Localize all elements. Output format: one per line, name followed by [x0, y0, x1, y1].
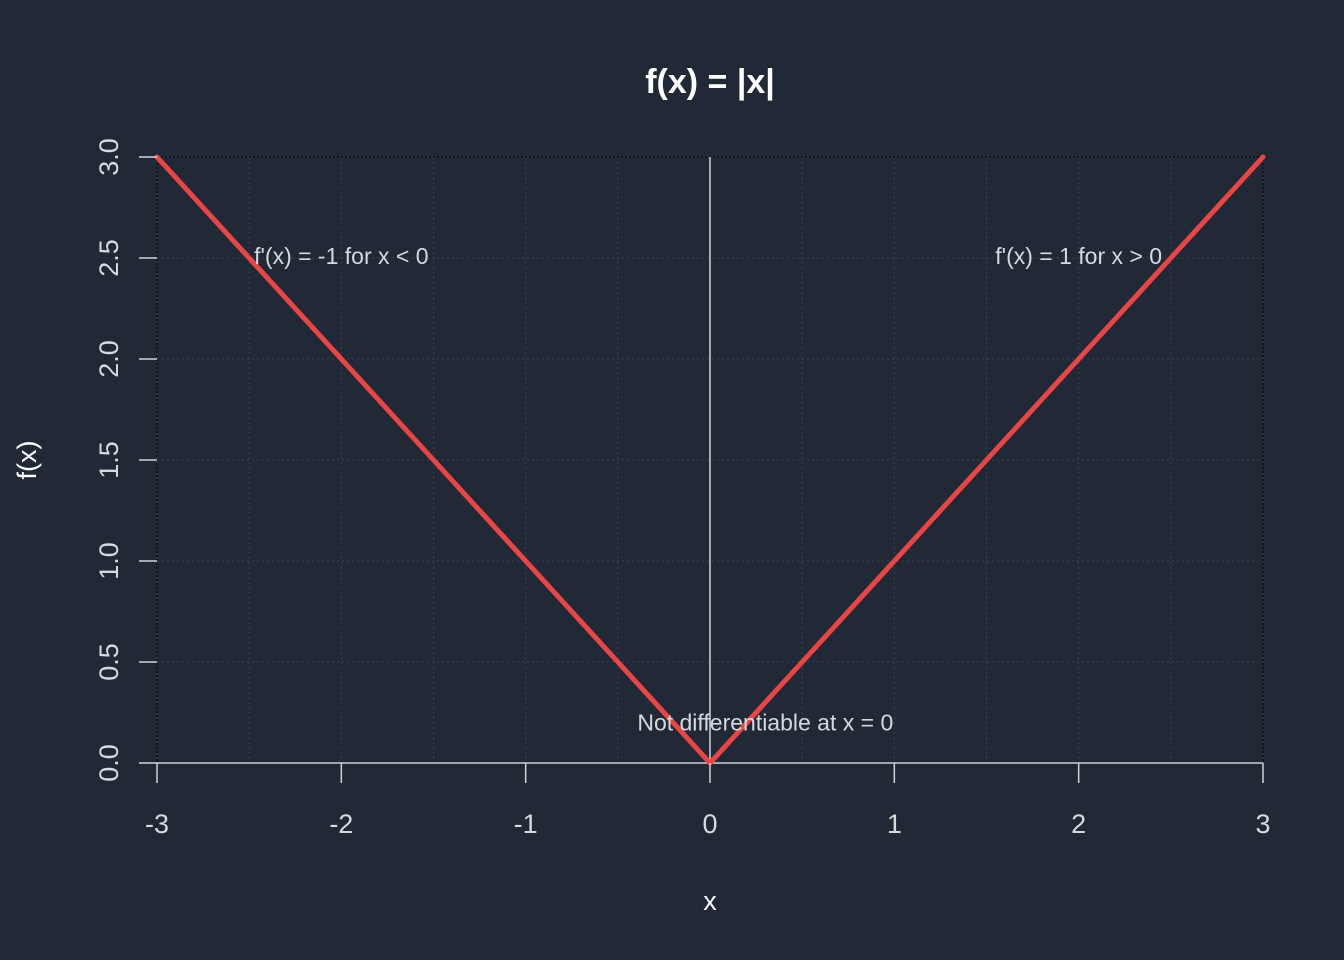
annotation-text: f'(x) = 1 for x > 0	[995, 243, 1162, 269]
chart-title: f(x) = |x|	[645, 63, 775, 101]
x-tick-label: 2	[1071, 809, 1086, 839]
y-tick-label: 2.5	[94, 239, 124, 277]
y-tick-label: 2.0	[94, 340, 124, 378]
x-tick-label: 0	[702, 809, 717, 839]
x-tick-label: -2	[329, 809, 353, 839]
y-tick-label: 0.0	[94, 744, 124, 782]
annotations: f'(x) = -1 for x < 0 f'(x) = 1 for x > 0 N…	[254, 243, 1162, 736]
axes: -3 -2 -1 0 1 2 3 0.0 0.5 1.0 1.5 2.0 2.5 3.0	[94, 138, 1270, 839]
y-axis-label: f(x)	[12, 441, 42, 480]
x-tick-label: 3	[1255, 809, 1270, 839]
y-tick-label: 0.5	[94, 643, 124, 681]
annotation-text: Not differentiable at x = 0	[637, 710, 893, 736]
y-tick-label: 1.0	[94, 542, 124, 580]
x-tick-label: 1	[887, 809, 902, 839]
x-axis-label: x	[703, 886, 717, 916]
y-tick-label: 1.5	[94, 441, 124, 479]
x-tick-label: -1	[514, 809, 538, 839]
y-tick-label: 3.0	[94, 138, 124, 176]
x-tick-label: -3	[145, 809, 169, 839]
annotation-text: f'(x) = -1 for x < 0	[254, 243, 428, 269]
